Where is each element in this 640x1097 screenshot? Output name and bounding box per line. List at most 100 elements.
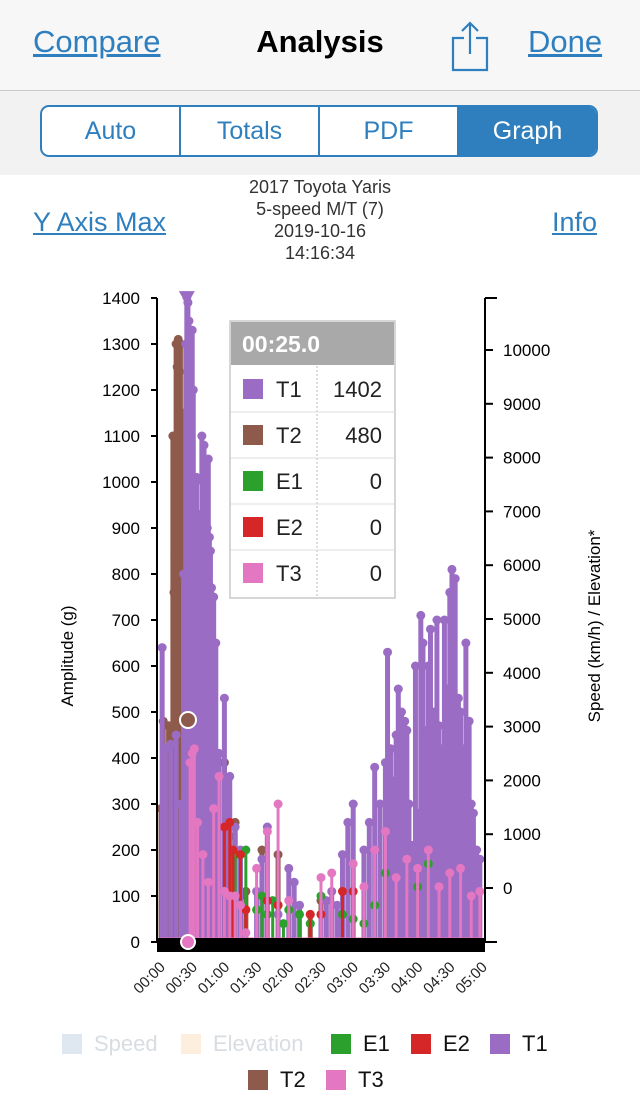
data-point xyxy=(211,638,221,648)
x-tick-label: 00:00 xyxy=(130,959,169,998)
data-point xyxy=(204,532,214,542)
info-button[interactable]: Info xyxy=(552,207,598,237)
y2-tick-label: 7000 xyxy=(503,502,541,521)
data-point xyxy=(472,845,482,855)
data-point xyxy=(439,615,449,625)
y2-tick-label: 6000 xyxy=(503,556,541,575)
data-point xyxy=(191,472,201,482)
x-tick-label: 03:00 xyxy=(323,959,362,998)
y-tick-label: 800 xyxy=(112,565,140,584)
data-point xyxy=(241,928,251,938)
data-point xyxy=(157,643,167,653)
data-point xyxy=(209,804,219,814)
data-point xyxy=(332,900,342,910)
tooltip-series-name: E2 xyxy=(276,515,303,540)
data-point xyxy=(316,873,326,883)
legend-t3[interactable]: T3 xyxy=(326,1067,384,1093)
legend-e1[interactable]: E1 xyxy=(331,1031,390,1057)
data-point xyxy=(397,707,406,717)
tooltip-swatch xyxy=(243,517,263,537)
data-point xyxy=(203,454,213,464)
data-point xyxy=(188,385,198,395)
legend-e1-swatch xyxy=(331,1034,351,1054)
data-point xyxy=(187,325,197,335)
data-point xyxy=(404,799,414,809)
data-point xyxy=(359,882,369,892)
data-point xyxy=(171,730,181,740)
series-t3 xyxy=(156,744,485,947)
tooltip-swatch xyxy=(243,379,263,399)
chart-legend: Speed Elevation E1 E2 T1 T2 T3 xyxy=(0,1026,640,1097)
legend-t1[interactable]: T1 xyxy=(490,1031,548,1057)
y-tick-label: 300 xyxy=(112,795,140,814)
tooltip-series-name: T3 xyxy=(276,561,302,586)
tooltip-series-value: 0 xyxy=(370,515,382,540)
data-point xyxy=(284,896,294,906)
data-point xyxy=(402,725,412,735)
data-point xyxy=(214,771,224,781)
y-tick-label: 1000 xyxy=(102,473,140,492)
tooltip-series-value: 0 xyxy=(370,561,382,586)
segment-bar: Auto Totals PDF Graph xyxy=(0,91,640,175)
data-tooltip: 00:25.0 T1 1402 T2 480 E1 0 E2 0 T3 0 xyxy=(229,320,396,599)
y-axis-max-button[interactable]: Y Axis Max xyxy=(33,207,167,237)
data-point xyxy=(203,877,213,887)
y2-tick-label: 3000 xyxy=(503,718,541,737)
data-point xyxy=(370,762,380,772)
data-point xyxy=(393,684,403,694)
tooltip-swatch xyxy=(243,471,263,491)
tab-graph[interactable]: Graph xyxy=(459,107,596,155)
data-point xyxy=(337,886,347,896)
data-point xyxy=(207,583,217,593)
done-button[interactable]: Done xyxy=(528,24,603,59)
legend-t3-swatch xyxy=(326,1070,346,1090)
tab-auto[interactable]: Auto xyxy=(42,107,181,155)
legend-speed[interactable]: Speed xyxy=(62,1031,158,1057)
legend-t1-swatch xyxy=(490,1034,510,1054)
data-point xyxy=(327,868,337,878)
x-tick-label: 02:00 xyxy=(259,959,298,998)
y2-axis-label: Speed (km/h) / Elevation* xyxy=(585,529,604,722)
data-point xyxy=(278,919,288,929)
data-point xyxy=(447,564,457,574)
y2-tick-label: 10000 xyxy=(503,341,550,360)
tooltip-series-value: 0 xyxy=(370,469,382,494)
y-tick-label: 1400 xyxy=(102,289,140,308)
data-point xyxy=(343,817,353,827)
data-point xyxy=(337,850,347,860)
compare-button[interactable]: Compare xyxy=(33,24,161,59)
legend-t2[interactable]: T2 xyxy=(248,1067,306,1093)
legend-e2[interactable]: E2 xyxy=(411,1031,470,1057)
data-point xyxy=(375,799,385,809)
data-point xyxy=(197,431,207,441)
y2-tick-label: 8000 xyxy=(503,449,541,468)
x-tick-label: 03:30 xyxy=(356,959,395,998)
legend-elevation[interactable]: Elevation xyxy=(181,1031,304,1057)
amplitude-chart[interactable]: 0 100 200 300 400 500 600 700 800 900 1000 1100 1200… xyxy=(0,276,640,1026)
tooltip-series-value: 480 xyxy=(345,423,382,448)
tab-totals[interactable]: Totals xyxy=(181,107,320,155)
transmission: 5-speed M/T (7) xyxy=(256,199,384,219)
y2-tick-label: 5000 xyxy=(503,610,541,629)
tooltip-swatch xyxy=(243,563,263,583)
cursor-marker-t3 xyxy=(180,934,196,950)
tab-pdf[interactable]: PDF xyxy=(320,107,459,155)
data-point xyxy=(252,863,262,873)
data-point xyxy=(199,440,209,450)
data-point xyxy=(468,808,478,818)
data-point xyxy=(236,850,245,860)
data-point xyxy=(391,873,401,883)
share-icon[interactable] xyxy=(450,20,490,72)
data-point xyxy=(400,716,410,726)
tooltip-series-name: E1 xyxy=(276,469,303,494)
x-tick-label: 02:30 xyxy=(291,959,330,998)
peak-marker xyxy=(178,291,195,306)
y-tick-label: 600 xyxy=(112,657,140,676)
data-point xyxy=(416,610,426,620)
view-segmented-control: Auto Totals PDF Graph xyxy=(40,105,598,157)
y2-tick-label: 1000 xyxy=(503,825,541,844)
y-tick-label: 200 xyxy=(112,841,140,860)
data-point xyxy=(205,546,215,556)
nav-bar: Analysis Compare Done xyxy=(0,0,640,91)
data-point xyxy=(305,909,315,919)
